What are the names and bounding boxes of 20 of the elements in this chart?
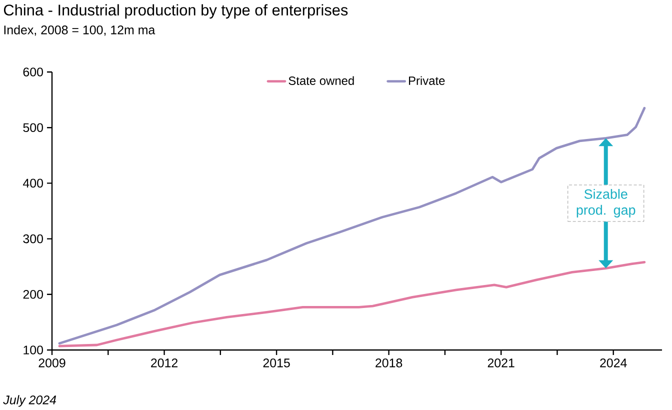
chart-title: China - Industrial production by type of enterprises: [4, 4, 348, 19]
y-tick-label: 600: [23, 68, 43, 76]
legend-label: State owned: [288, 76, 354, 85]
x-tick-label: 2015: [263, 358, 290, 368]
y-tick-label: 500: [23, 123, 43, 132]
x-tick-label: 2012: [151, 358, 178, 368]
y-tick-label: 100: [24, 346, 43, 354]
y-tick-label: 400: [22, 178, 43, 188]
y-tick-label: 200: [23, 290, 43, 299]
annotation: Sizable prod. gap: [576, 188, 636, 218]
chart-subtitle: Index, 2008 = 100, 12m ma: [4, 25, 156, 36]
x-tick-label: 2021: [488, 358, 514, 368]
x-tick-label: 2018: [376, 358, 402, 368]
y-tick-label: 300: [23, 234, 43, 244]
x-tick-label: 2024: [600, 358, 627, 368]
x-tick-label: 2009: [38, 358, 66, 368]
line-series: [58, 260, 646, 348]
line-series: [58, 106, 646, 345]
text: July 2024: [3, 395, 56, 407]
legend-label: Private: [409, 76, 445, 85]
